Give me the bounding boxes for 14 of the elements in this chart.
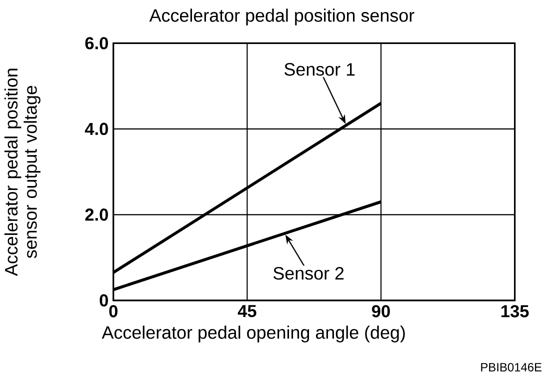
text: Sensor 1	[284, 63, 355, 76]
y-tick-label: 2.0	[85, 208, 108, 221]
x-tick-label: 45	[238, 305, 256, 318]
x-tick-label: 0	[109, 305, 118, 318]
y-axis-title: Accelerator pedal position sensor output voltage	[4, 68, 40, 276]
text: PBIB0146E	[481, 363, 542, 372]
y-tick-label: 4.0	[84, 122, 108, 136]
x-axis-title: Accelerator pedal opening angle (deg)	[102, 326, 405, 342]
chart-title: Accelerator pedal position sensor	[149, 8, 414, 26]
x-tick-label: 135	[501, 305, 529, 318]
y-tick-label: 0	[100, 294, 108, 307]
y-tick-label: 6.0	[85, 37, 108, 50]
series-label: Sensor 2	[273, 267, 344, 280]
x-tick-label: 90	[372, 305, 390, 318]
